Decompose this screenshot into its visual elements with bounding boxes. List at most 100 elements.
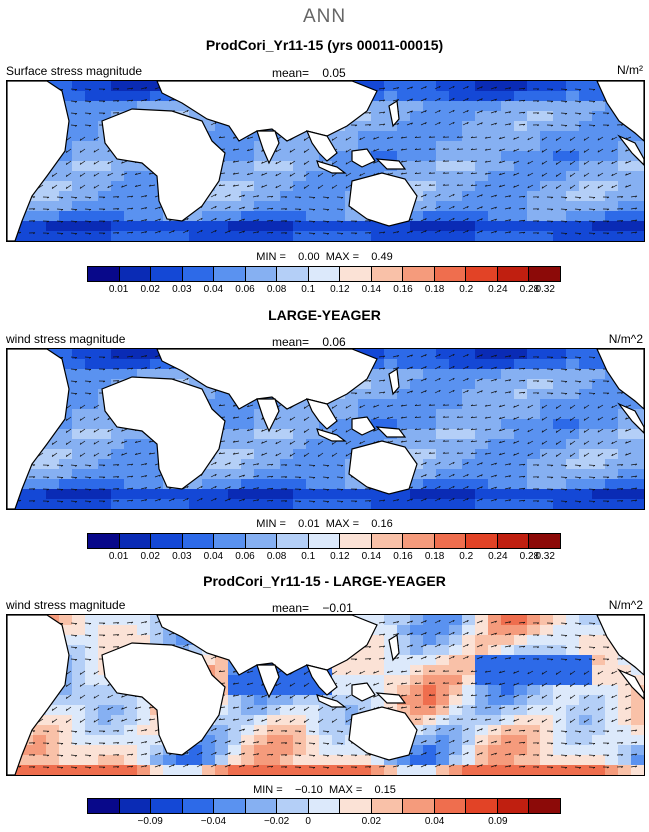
colorbar-cell xyxy=(340,799,372,813)
indonesia-1-landmass xyxy=(316,694,347,708)
panel-1-mean-label: mean= 0.05 xyxy=(272,66,346,80)
colorbar-tick-label: 0.1 xyxy=(301,284,316,295)
colorbar-cell xyxy=(371,267,404,281)
colorbar-cell xyxy=(308,799,341,813)
panel-1-title: ProdCori_Yr11-15 (yrs 00011-00015) xyxy=(205,37,444,53)
colorbar-cell xyxy=(308,267,341,281)
colorbar-tick-label: 0.14 xyxy=(361,284,382,295)
africa-landmass xyxy=(101,108,226,222)
colorbar-tick-label: 0.12 xyxy=(330,284,350,295)
se-asia-landmass xyxy=(305,130,338,162)
colorbar-tick-label: 0.14 xyxy=(361,551,382,562)
colorbar-tick-label: 0.04 xyxy=(203,284,224,295)
colorbar-cell xyxy=(119,534,152,548)
colorbar-tick-label: 0.01 xyxy=(108,551,129,562)
panel-1-colorbar-ticks: 0.01 0.02 0.03 0.04 0.06 0.08 0.1 0.12 0.14 0.16 0… xyxy=(87,284,561,296)
eurasia-landmass xyxy=(156,349,378,410)
panel-2-max-value: 0.16 xyxy=(371,518,393,530)
india-landmass xyxy=(256,130,280,165)
japan-landmass xyxy=(388,633,400,662)
panel-3-minmax: MIN = −0.10 MAX = 0.15 xyxy=(253,784,396,796)
panel-1-minmax: MIN = 0.00 MAX = 0.49 xyxy=(256,251,393,263)
australia-landmass xyxy=(348,440,418,495)
colorbar-cell xyxy=(277,267,309,281)
panel-3-unit-label: N/m^2 xyxy=(608,598,643,612)
colorbar-cell xyxy=(214,534,246,548)
colorbar-cell xyxy=(403,534,435,548)
colorbar-tick-label: 0.16 xyxy=(393,284,413,295)
panel-3-max-value: 0.15 xyxy=(374,784,396,796)
colorbar-cell xyxy=(371,534,404,548)
colorbar-tick-label: 0.32 xyxy=(535,284,555,295)
colorbar-tick-label: 0 xyxy=(305,816,311,827)
panel-3-colorbar-ticks: −0.09 −0.04 −0.02 0 0.02 0.04 0.09 xyxy=(87,816,561,828)
colorbar-cell xyxy=(151,799,183,813)
panel-1-colorbar xyxy=(87,266,561,282)
indonesia-2-landmass xyxy=(351,416,376,436)
colorbar-cell xyxy=(88,799,120,813)
colorbar-tick-label: 0.28 xyxy=(519,551,540,562)
colorbar-tick-label: 0.18 xyxy=(424,551,445,562)
japan-landmass xyxy=(388,367,400,396)
colorbar-cell xyxy=(340,267,372,281)
japan-landmass xyxy=(388,99,400,128)
indonesia-2-landmass xyxy=(351,148,376,168)
colorbar-cell xyxy=(434,267,467,281)
colorbar-tick-label: 0.09 xyxy=(488,816,508,827)
colorbar-tick-label: 0.01 xyxy=(108,284,129,295)
panel-3-title: ProdCori_Yr11-15 - LARGE-YEAGER xyxy=(203,573,446,589)
panel-2-variable-label: wind stress magnitude xyxy=(6,332,126,346)
colorbar-cell xyxy=(529,799,560,813)
australia-landmass xyxy=(348,706,418,761)
colorbar-cell xyxy=(340,534,372,548)
colorbar-cell xyxy=(277,534,309,548)
colorbar-tick-label: −0.04 xyxy=(200,816,227,827)
colorbar-tick-label: 0.2 xyxy=(459,284,474,295)
colorbar-cell xyxy=(182,534,215,548)
colorbar-cell xyxy=(497,799,530,813)
indonesia-2-landmass xyxy=(351,682,376,702)
central-america-landmass xyxy=(617,134,644,166)
panel-3-variable-label: wind stress magnitude xyxy=(6,598,126,612)
colorbar-cell xyxy=(434,799,467,813)
colorbar-cell xyxy=(182,267,215,281)
colorbar-cell xyxy=(466,267,498,281)
panel-3-map xyxy=(6,614,645,776)
colorbar-tick-label: 0.1 xyxy=(301,551,316,562)
australia-landmass xyxy=(348,172,418,227)
colorbar-tick-label: 0.08 xyxy=(266,284,287,295)
colorbar-tick-label: 0.04 xyxy=(424,816,445,827)
colorbar-cell xyxy=(497,267,530,281)
colorbar-tick-label: 0.02 xyxy=(140,551,160,562)
colorbar-cell xyxy=(119,799,152,813)
north-america-landmass xyxy=(596,615,644,676)
panel-2-mean-value: 0.06 xyxy=(322,335,346,349)
colorbar-tick-label: 0.08 xyxy=(266,551,287,562)
colorbar-cell xyxy=(529,267,560,281)
colorbar-tick-label: 0.03 xyxy=(172,551,192,562)
south-america-landmass xyxy=(7,349,70,509)
north-america-landmass xyxy=(596,349,644,410)
panel-2-min-value: 0.01 xyxy=(298,518,320,530)
se-asia-landmass xyxy=(305,664,338,696)
colorbar-cell xyxy=(371,799,404,813)
panel-1-mean-value: 0.05 xyxy=(322,66,346,80)
colorbar-tick-label: −0.02 xyxy=(263,816,290,827)
colorbar-cell xyxy=(277,799,309,813)
colorbar-tick-label: 0.24 xyxy=(488,551,508,562)
colorbar-tick-label: 0.2 xyxy=(459,551,474,562)
india-landmass xyxy=(256,664,280,699)
panel-3-min-value: −0.10 xyxy=(294,784,323,796)
new-guinea-landmass xyxy=(375,692,407,704)
panel-1-min-value: 0.00 xyxy=(298,251,320,263)
panel-2-unit-label: N/m^2 xyxy=(608,332,643,346)
colorbar-cell xyxy=(245,267,278,281)
colorbar-tick-label: 0.28 xyxy=(519,284,540,295)
colorbar-cell xyxy=(466,799,498,813)
colorbar-cell xyxy=(434,534,467,548)
se-asia-landmass xyxy=(305,398,338,430)
colorbar-cell xyxy=(245,534,278,548)
colorbar-cell xyxy=(214,799,246,813)
colorbar-tick-label: 0.02 xyxy=(140,284,160,295)
colorbar-cell xyxy=(214,267,246,281)
